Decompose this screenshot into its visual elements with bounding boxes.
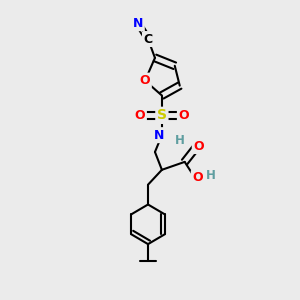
- Text: O: O: [192, 171, 203, 184]
- Text: O: O: [178, 109, 189, 122]
- Text: H: H: [175, 134, 185, 147]
- Text: O: O: [135, 109, 146, 122]
- Text: O: O: [140, 74, 150, 87]
- Text: S: S: [157, 108, 167, 122]
- Text: N: N: [133, 17, 143, 30]
- Text: N: N: [154, 129, 164, 142]
- Text: O: O: [193, 140, 204, 152]
- Text: C: C: [143, 32, 153, 46]
- Text: H: H: [206, 169, 215, 182]
